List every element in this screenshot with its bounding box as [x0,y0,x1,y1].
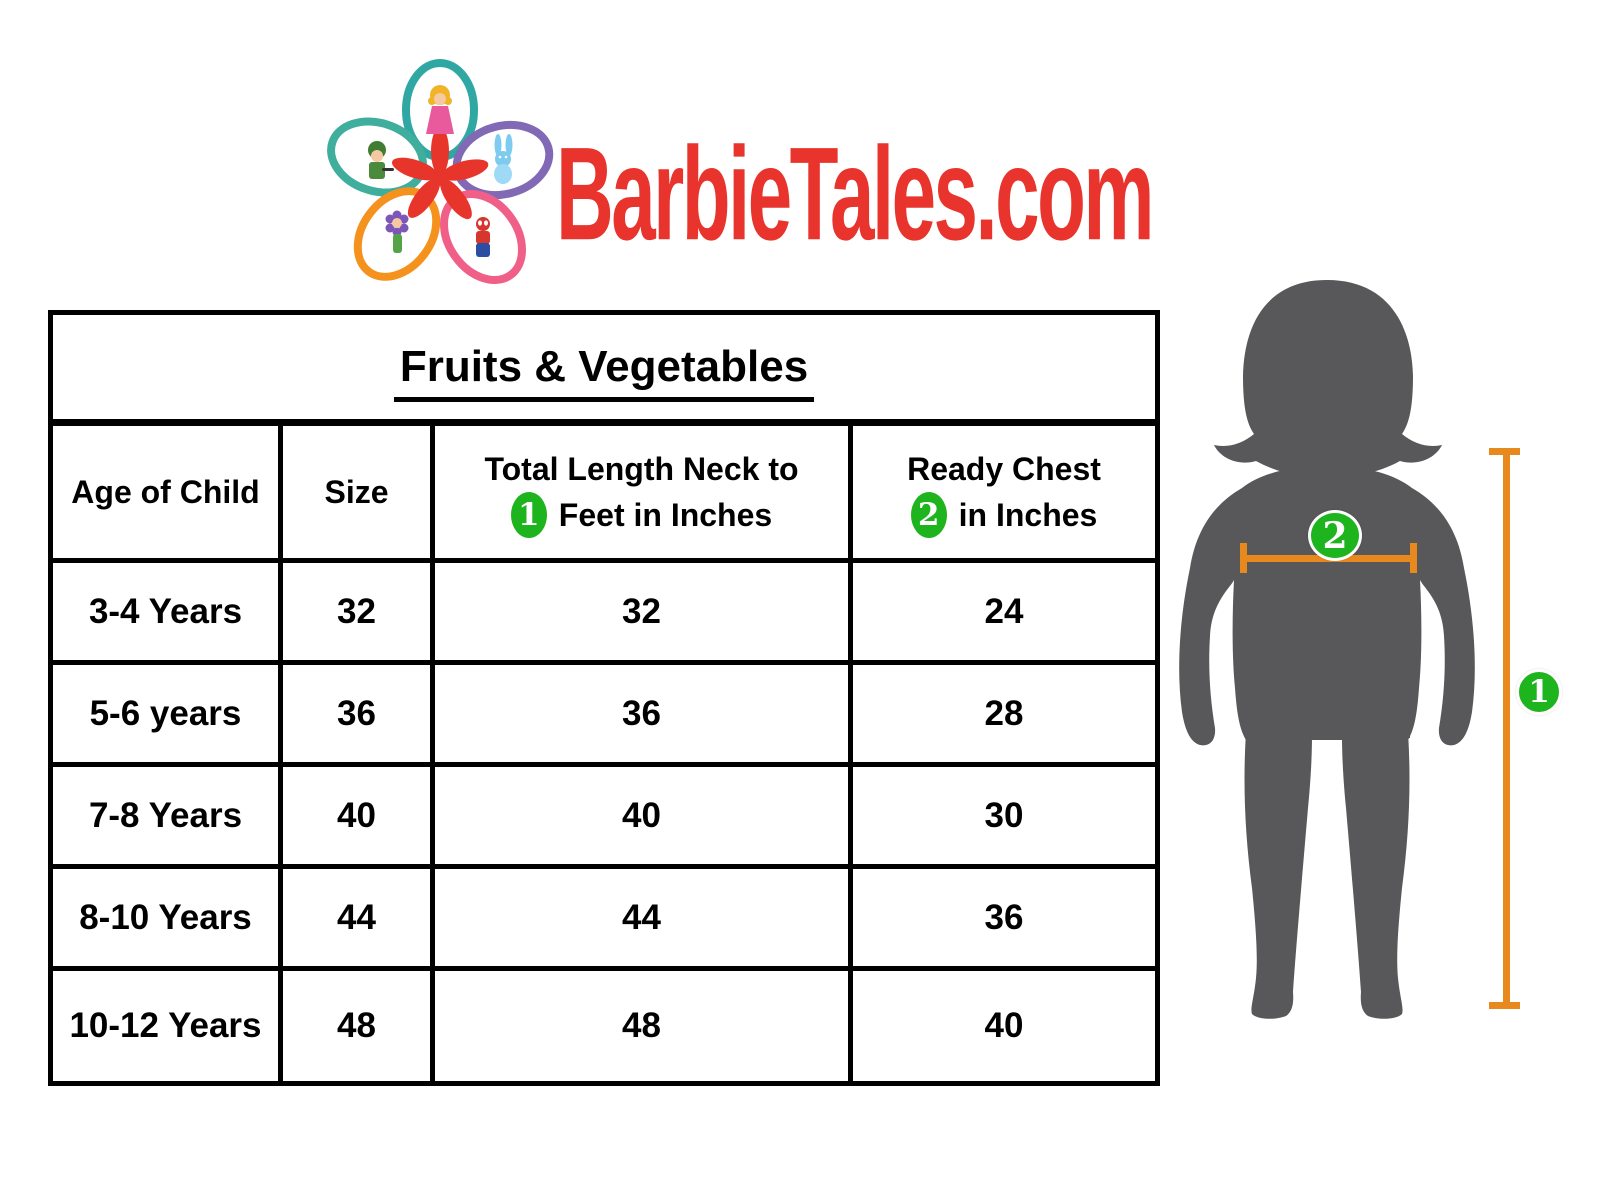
table-header-row: Age of Child Size Total Length Neck to 1… [48,420,1160,563]
age-cell: 7-8 Years [48,762,283,869]
age-cell: 8-10 Years [48,864,283,971]
length-cell: 44 [430,864,853,971]
size-cell: 44 [278,864,435,971]
chest-cell: 24 [848,558,1160,665]
spiderman-character-icon [476,217,490,257]
flower-center [392,127,489,220]
soldier-character-icon [368,141,394,179]
header-size: Size [278,420,435,563]
length-cell: 48 [430,966,853,1086]
length-cell: 40 [430,762,853,869]
brand-name: BarbieTales.com [556,120,1155,268]
length-cell: 36 [430,660,853,767]
header-length-line1: Total Length Neck to [484,450,799,487]
table-title-cell: Fruits & Vegetables [48,310,1160,426]
figure-marker-1-badge: 1 [1516,669,1562,715]
table-row: 10-12 Years 48 48 40 [48,966,1160,1086]
size-cell: 40 [278,762,435,869]
size-cell: 48 [278,966,435,1086]
chest-measure-cap-left [1240,543,1247,573]
table-row: 8-10 Years 44 44 36 [48,864,1160,971]
child-silhouette-icon [1179,280,1475,1019]
marker-1-badge: 1 [510,492,547,539]
table-title: Fruits & Vegetables [393,342,815,402]
length-cell: 32 [430,558,853,665]
header-age: Age of Child [48,420,283,563]
figure-marker-2-badge: 2 [1308,510,1362,561]
chest-cell: 28 [848,660,1160,767]
table-title-row: Fruits & Vegetables [48,310,1160,426]
table-row: 7-8 Years 40 40 30 [48,762,1160,869]
table-row: 5-6 years 36 36 28 [48,660,1160,767]
logo-flower-icon [327,59,554,284]
size-cell: 36 [278,660,435,767]
age-cell: 3-4 Years [48,558,283,665]
chest-cell: 36 [848,864,1160,971]
chest-cell: 30 [848,762,1160,869]
chest-cell: 40 [848,966,1160,1086]
size-cell: 32 [278,558,435,665]
header-chest: Ready Chest 2 in Inches [848,420,1160,563]
header-length: Total Length Neck to 1 Feet in Inches [430,420,853,563]
height-measure-cap-top [1489,448,1520,455]
bunny-character-icon [494,134,513,184]
height-measure-cap-bottom [1489,1002,1520,1009]
flower-kid-character-icon [385,210,409,253]
age-cell: 5-6 years [48,660,283,767]
header-length-line2: Feet in Inches [558,497,773,533]
header-chest-line2: in Inches [958,497,1098,533]
height-measure-line [1503,450,1510,1008]
chest-measure-cap-right [1410,543,1417,573]
barbie-character-icon [426,85,454,134]
age-cell: 10-12 Years [48,966,283,1086]
size-chart-table: Fruits & Vegetables Age of Child Size To… [48,310,1160,1086]
marker-2-badge: 2 [910,492,947,539]
table-row: 3-4 Years 32 32 24 [48,558,1160,665]
header-chest-line1: Ready Chest [907,450,1101,487]
